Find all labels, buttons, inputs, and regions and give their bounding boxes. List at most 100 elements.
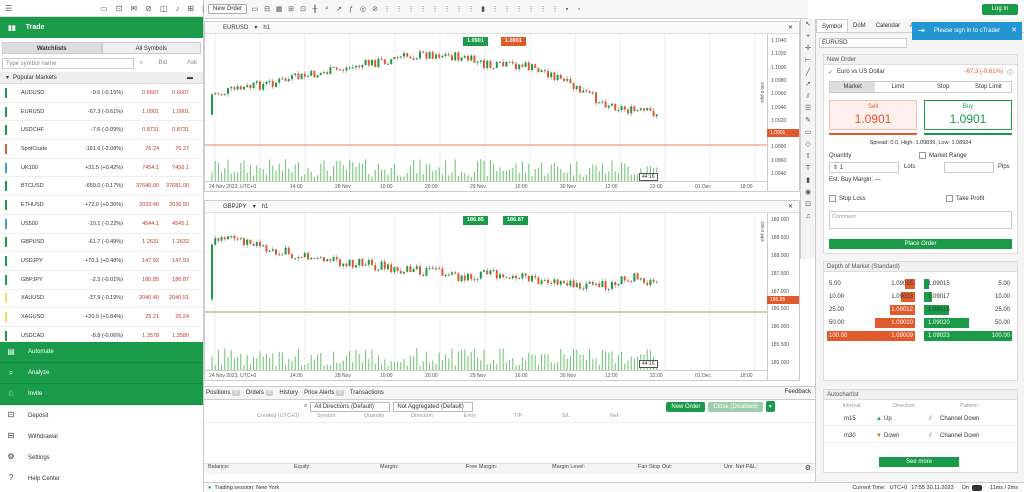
symbol-ask[interactable]: 2036.50 <box>169 201 189 208</box>
channel-icon[interactable]: ⫽ <box>806 93 810 100</box>
period-icon[interactable]: ⋮ <box>539 6 547 13</box>
column-header[interactable]: Quantity <box>363 413 385 419</box>
symbol-bid[interactable]: 186.85 <box>142 276 159 283</box>
column-header[interactable]: Net <box>609 413 619 419</box>
candlestick-plot[interactable] <box>205 34 767 181</box>
period-icon[interactable]: ▮ <box>481 6 485 13</box>
period-icon[interactable]: ⋮ <box>455 6 463 13</box>
symbol-row[interactable]: USDJPY +70.1 (+0.48%) 147.92 147.93 <box>0 252 203 271</box>
crosshair-icon[interactable]: + <box>805 33 811 40</box>
symbol-bid[interactable]: 2040.40 <box>139 295 159 302</box>
period-icon[interactable]: ⋮ <box>443 6 451 13</box>
column-header[interactable]: Entry <box>463 413 477 419</box>
template-icon[interactable]: ◎ <box>359 6 367 13</box>
symbol-ask[interactable]: 76.27 <box>175 145 189 152</box>
menu-settings[interactable]: ⚙ Settings <box>0 447 203 468</box>
dom-ask-row[interactable]: 50.00 1.09010 <box>827 317 915 329</box>
hamburger-icon[interactable]: ☰ <box>5 3 13 13</box>
dom-bid-row[interactable]: 1.09015 5.00 <box>924 278 1014 290</box>
symbol-bid[interactable]: 1.0901 <box>142 108 159 115</box>
tab-watchlists[interactable]: Watchlists <box>2 42 102 54</box>
pencil-icon[interactable]: ✎ <box>805 117 811 124</box>
new-order-button[interactable]: New Order <box>666 401 706 412</box>
tab-dom[interactable]: DoM <box>853 23 866 29</box>
dom-bid-row[interactable]: 1.09018 25.00 <box>924 304 1014 316</box>
layout-icon[interactable]: ▦ <box>275 6 283 13</box>
symbol-row[interactable]: UK100 +31.5 (+0.42%) 7454.1 7456.1 <box>0 159 203 178</box>
symbol-row[interactable]: ETHUSD +72.0 (+0.36%) 2033.40 2036.50 <box>0 196 203 215</box>
chart-eurusd[interactable]: EURUSD ▾ h1 ✕ 1.1040 1.1020 1.1000 1.0980 1.… <box>204 21 800 192</box>
toolbar-icon[interactable]: ▭ <box>100 3 108 13</box>
direction-filter[interactable]: All Directions (Default) <box>310 401 391 412</box>
tab-positions[interactable]: Positions 0 <box>206 390 240 396</box>
timezone[interactable]: UTC+0 <box>889 484 908 491</box>
symbol-bid[interactable]: 4544.1 <box>142 220 159 227</box>
symbol-ask[interactable]: 147.93 <box>172 258 189 265</box>
pips-input[interactable] <box>944 162 994 173</box>
symbol-ask[interactable]: 1.3580 <box>172 332 189 339</box>
order-type-stop-limit[interactable]: Stop Limit <box>975 84 1002 90</box>
tab-all-symbols[interactable]: All Symbols <box>101 42 201 54</box>
symbol-bid[interactable]: 2033.40 <box>139 201 159 208</box>
chart-gbpjpy[interactable]: GBPJPY ▾ h1 ✕ 189.000 188.500 188.000 187.5… <box>204 200 800 381</box>
draw-icon[interactable]: ⊘ <box>372 6 378 13</box>
gear-icon[interactable]: ⚙ <box>804 465 811 472</box>
symbol-bid[interactable]: 1.3578 <box>142 332 159 339</box>
close-icon[interactable]: ✕ <box>1011 27 1017 34</box>
chevron-down-icon[interactable]: ▾ <box>254 25 258 31</box>
time-axis[interactable]: 24 Nov 2023, UTC+0 14:00 28 Nov 10:00 20:00 2… <box>205 181 767 191</box>
period-icon[interactable]: ⋮ <box>431 6 439 13</box>
period-icon[interactable]: ⋮ <box>407 6 415 13</box>
symbol-bid[interactable]: 147.92 <box>142 258 159 265</box>
period-icon[interactable]: ⋮ <box>491 6 499 13</box>
period-icon[interactable]: ⋮ <box>527 6 535 13</box>
dom-bid-row[interactable]: 1.09023 100.00 <box>924 330 1014 342</box>
chevron-down-icon[interactable]: ▾ <box>252 204 256 210</box>
symbol-ask[interactable]: 0.6607 <box>172 89 189 96</box>
toggle-switch[interactable] <box>971 484 982 491</box>
symbol-row[interactable]: XAGUSD +20.9 (+0.84%) 25.21 25.24 <box>0 308 203 327</box>
column-header[interactable]: Created (UTC+0) <box>256 413 300 419</box>
quantity-input[interactable]: ⇕ 1 <box>829 162 899 173</box>
signin-toast[interactable]: ⇥ Please sign in to cTrader ✕ <box>912 22 1022 40</box>
period-icon[interactable]: ⋮ <box>419 6 427 13</box>
column-header[interactable]: Symbol <box>316 413 336 419</box>
symbol-ask[interactable]: 7456.1 <box>172 164 189 171</box>
place-order-button[interactable]: Place Order <box>829 239 1012 249</box>
symbol-row[interactable]: AUDUSD -9.6 (-0.15%) 0.6607 0.6607 <box>0 84 203 103</box>
chart-timeframe[interactable]: h1 <box>263 24 271 31</box>
sell-button[interactable]: Sell 1.0901 <box>829 100 917 130</box>
symbol-ask[interactable]: 25.24 <box>175 314 189 321</box>
symbol-row[interactable]: BTCUSD -650.0 (-0.17%) 37640.00 37681.00 <box>0 177 203 197</box>
dom-ask-row[interactable]: 100.00 1.09009 <box>827 330 915 342</box>
menu-withdrawal[interactable]: ⊟ Withdrawal <box>0 426 203 447</box>
fib-icon[interactable]: ☰ <box>804 105 812 112</box>
toolbar-icon[interactable]: ◫ <box>159 3 168 13</box>
column-header[interactable]: Direction <box>411 413 433 419</box>
lock-icon[interactable]: ⊡ <box>805 201 811 208</box>
buy-button[interactable]: Buy 1.0901 <box>924 100 1012 130</box>
marker-icon[interactable]: ▮ <box>806 177 810 184</box>
symbol-search-input[interactable]: Type symbol name <box>2 57 134 69</box>
text-icon[interactable]: T <box>805 165 811 172</box>
symbol-ask[interactable]: 37681.00 <box>166 183 189 190</box>
symbol-bid[interactable]: 76.24 <box>145 145 159 152</box>
period-icon[interactable]: ⋮ <box>515 6 523 13</box>
new-order-button[interactable]: New Order <box>208 4 248 14</box>
symbol-row[interactable]: US500 -10.1 (-0.22%) 4544.1 4545.1 <box>0 215 203 234</box>
symbol-bid[interactable]: 0.8731 <box>142 127 159 134</box>
layout-icon[interactable]: ⊟ <box>264 6 270 13</box>
stop-loss-checkbox[interactable] <box>829 195 836 202</box>
sound-icon[interactable]: ♪ <box>175 3 180 13</box>
column-header[interactable]: T/P <box>513 413 523 419</box>
comment-input[interactable]: Comment <box>829 211 1012 229</box>
dom-bid-row[interactable]: 1.09020 50.00 <box>924 317 1014 329</box>
menu-help-center[interactable]: ? Help Center <box>0 468 203 489</box>
search-icon[interactable]: ⌕ <box>304 403 308 409</box>
symbol-ask[interactable]: 4545.1 <box>172 220 189 227</box>
symbol-row[interactable]: SpotCrude -161.6 (-2.08%) 76.24 76.27 <box>0 140 203 159</box>
chart-close-icon[interactable]: ✕ <box>787 25 793 31</box>
indicator-icon[interactable]: ƒ <box>349 5 353 13</box>
symbol-row[interactable]: EURUSD -67.3 (-0.61%) 1.0901 1.0901 <box>0 103 203 122</box>
login-button[interactable]: Log In <box>982 4 1018 15</box>
